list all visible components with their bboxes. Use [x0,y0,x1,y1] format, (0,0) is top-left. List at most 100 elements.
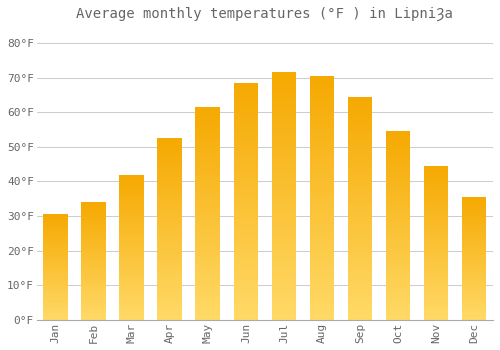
Bar [310,91,334,94]
Bar [196,232,220,235]
Bar [272,181,296,184]
Bar [310,100,334,103]
Bar [82,248,106,249]
Bar [386,242,410,245]
Bar [462,209,486,211]
Bar [196,211,220,214]
Bar [120,309,144,311]
Bar [196,219,220,222]
Bar [120,204,144,205]
Bar [462,219,486,220]
Bar [272,76,296,78]
Bar [386,197,410,200]
Bar [120,182,144,184]
Bar [272,255,296,258]
Bar [272,165,296,168]
Bar [234,311,258,314]
Bar [386,273,410,275]
Bar [386,186,410,188]
Bar [196,216,220,219]
Bar [348,270,372,273]
Bar [462,283,486,285]
Bar [272,153,296,156]
Bar [462,266,486,268]
Bar [82,216,106,217]
Bar [82,205,106,206]
Bar [234,279,258,281]
Bar [44,284,68,286]
Bar [424,189,448,191]
Bar [348,273,372,275]
Bar [386,230,410,233]
Bar [310,79,334,82]
Bar [158,175,182,177]
Bar [82,273,106,274]
Bar [462,295,486,297]
Bar [234,317,258,320]
Bar [462,198,486,200]
Bar [272,233,296,237]
Bar [424,185,448,187]
Bar [44,218,68,220]
Bar [82,211,106,212]
Bar [158,227,182,229]
Bar [424,293,448,295]
Bar [348,147,372,150]
Bar [120,191,144,193]
Bar [234,299,258,302]
Bar [158,204,182,206]
Bar [310,308,334,311]
Bar [234,148,258,151]
Bar [310,146,334,149]
Bar [44,222,68,224]
Bar [158,279,182,281]
Bar [272,122,296,125]
Bar [348,233,372,236]
Bar [44,298,68,299]
Bar [386,275,410,278]
Bar [158,311,182,313]
Bar [120,244,144,245]
Bar [196,304,220,307]
Bar [44,287,68,288]
Bar [158,190,182,193]
Bar [348,231,372,233]
Bar [272,258,296,261]
Bar [348,295,372,298]
Bar [348,144,372,147]
Bar [424,258,448,260]
Bar [196,192,220,195]
Bar [82,242,106,244]
Bar [82,282,106,283]
Bar [272,91,296,94]
Bar [310,149,334,152]
Bar [348,102,372,105]
Bar [120,284,144,286]
Bar [44,270,68,271]
Bar [348,228,372,231]
Bar [348,127,372,130]
Bar [158,177,182,179]
Bar [386,157,410,160]
Bar [196,118,220,120]
Bar [120,231,144,233]
Bar [272,317,296,320]
Bar [158,261,182,263]
Bar [44,246,68,247]
Bar [386,150,410,153]
Bar [462,226,486,228]
Bar [272,298,296,301]
Bar [424,266,448,268]
Bar [386,148,410,150]
Bar [310,241,334,244]
Bar [234,267,258,270]
Bar [462,265,486,266]
Bar [158,315,182,318]
Bar [44,273,68,274]
Bar [310,222,334,225]
Bar [158,286,182,288]
Bar [348,133,372,136]
Bar [44,317,68,319]
Bar [424,247,448,249]
Bar [120,251,144,253]
